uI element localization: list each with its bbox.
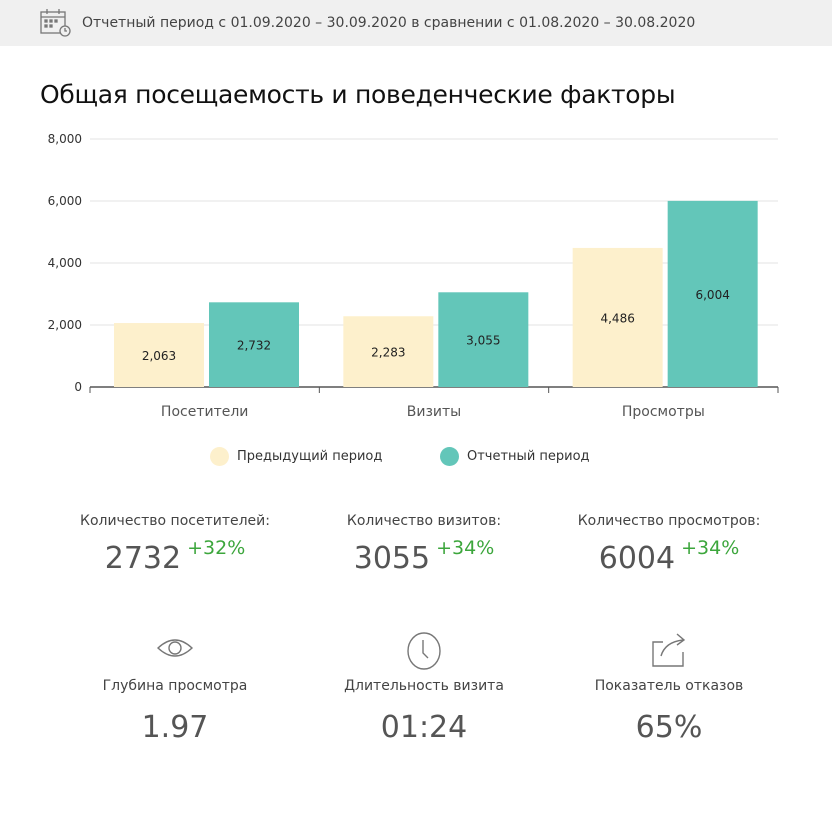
x-tick-label: Визиты — [407, 404, 461, 420]
kpi-duration: Длительность визита 01:24 — [294, 630, 554, 745]
legend-label: Отчетный период — [467, 449, 590, 464]
kpi-value: 65% — [635, 710, 703, 745]
stat-visitors: Количество посетителей: 2732 +32% — [45, 513, 305, 576]
stat-value: 6004 — [598, 541, 676, 576]
x-tick-label: Просмотры — [622, 404, 705, 420]
calendar-clock-icon — [40, 9, 71, 37]
stat-value: 3055 — [353, 541, 431, 576]
kpi-bounce: Показатель отказов 65% — [539, 630, 799, 745]
stat-label: Количество просмотров: — [577, 513, 761, 529]
x-tick-label: Посетители — [161, 404, 248, 420]
eye-icon — [156, 639, 194, 657]
y-tick-label: 8,000 — [48, 132, 82, 146]
bar[interactable] — [572, 247, 663, 387]
bar[interactable] — [114, 323, 204, 387]
stat-visits: Количество визитов: 3055 +34% — [294, 513, 554, 576]
y-tick-label: 2,000 — [48, 318, 82, 332]
bar[interactable] — [438, 292, 529, 387]
kpi-value: 1.97 — [141, 710, 209, 745]
kpi-label: Длительность визита — [344, 678, 504, 694]
stat-delta: +32% — [187, 537, 246, 559]
kpi-value: 01:24 — [380, 710, 468, 745]
period-text: Отчетный период с 01.09.2020 – 30.09.202… — [82, 15, 696, 31]
period-bar: Отчетный период с 01.09.2020 – 30.09.202… — [0, 0, 832, 46]
stat-delta: +34% — [436, 537, 495, 559]
bar-label: 4,486 — [600, 311, 634, 325]
bar-label: 2,063 — [142, 349, 176, 363]
bar-chart: 0 2,000 4,000 6,000 8,000 Посетители 2,063 2,73… — [48, 132, 779, 420]
share-exit-icon — [652, 633, 686, 667]
stat-views: Количество просмотров: 6004 +34% — [539, 513, 799, 576]
stat-value: 2732 — [104, 541, 182, 576]
bar-label: 2,732 — [237, 339, 271, 353]
legend-item-current[interactable]: Отчетный период — [440, 447, 590, 466]
bar[interactable] — [343, 316, 434, 387]
legend-item-previous[interactable]: Предыдущий период — [210, 447, 382, 466]
y-tick-label: 0 — [74, 380, 82, 394]
bar[interactable] — [209, 302, 299, 387]
y-tick-label: 6,000 — [48, 194, 82, 208]
kpi-label: Глубина просмотра — [102, 678, 248, 694]
kpi-label: Показатель отказов — [594, 678, 744, 694]
legend-label: Предыдущий период — [237, 449, 383, 464]
stat-label: Количество визитов: — [346, 513, 502, 529]
y-tick-label: 4,000 — [48, 256, 82, 270]
kpi-depth: Глубина просмотра 1.97 — [45, 630, 305, 745]
clock-icon — [407, 632, 441, 670]
bar-label: 2,283 — [371, 346, 405, 360]
stat-delta: +34% — [681, 537, 740, 559]
bar-label: 3,055 — [466, 334, 500, 348]
bar-label: 6,004 — [695, 288, 729, 302]
bar[interactable] — [667, 200, 758, 387]
page-title: Общая посещаемость и поведенческие факто… — [40, 80, 676, 109]
stat-label: Количество посетителей: — [80, 513, 270, 529]
